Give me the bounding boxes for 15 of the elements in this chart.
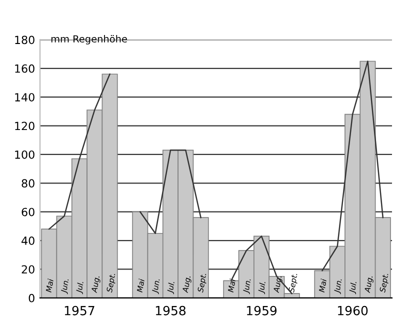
y-tick-label: 120 xyxy=(15,122,34,130)
text: 1957 xyxy=(64,306,94,316)
y-tick-label: 40 xyxy=(22,236,34,245)
y-tick-label: 140 xyxy=(15,93,34,102)
text: 1958 xyxy=(156,306,186,316)
text: 1959 xyxy=(246,306,277,316)
y-tick-label: 20 xyxy=(22,265,34,274)
y-tick-label: 60 xyxy=(22,208,34,216)
y-tick-label: 180 xyxy=(15,36,34,44)
y-axis-title: mm Regenhöhe xyxy=(51,35,127,44)
y-tick-label: 80 xyxy=(22,179,34,188)
y-tick-label: 160 xyxy=(15,64,34,73)
y-tick-label: 100 xyxy=(15,150,34,159)
text: 1960 xyxy=(338,306,368,316)
y-tick-label: 0 xyxy=(28,294,34,302)
